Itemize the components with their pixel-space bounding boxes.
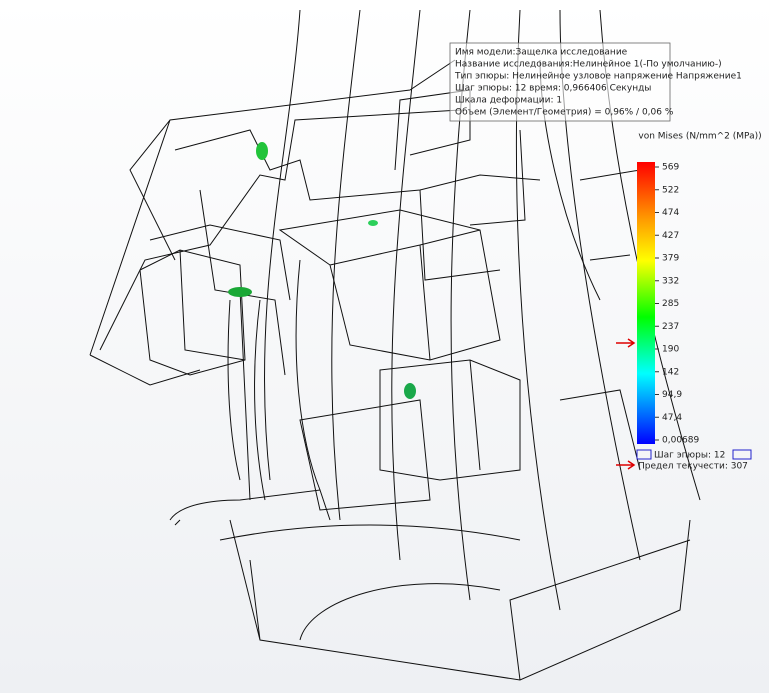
- yield-label: Предел текучести: 307: [638, 462, 748, 472]
- tick-label: 379: [662, 254, 679, 264]
- hotspot: [404, 383, 416, 399]
- tick-label: 427: [662, 231, 679, 241]
- color-legend: von Mises (N/mm^2 (MPa)) 569 522 474 427 379…: [616, 132, 762, 472]
- tick-label: 142: [662, 367, 679, 377]
- tick-label: 285: [662, 299, 679, 309]
- info-line: Шаг эпюры: 12 время: 0,966406 Секунды: [455, 84, 651, 94]
- info-frame: [449, 42, 671, 122]
- prev-step-button[interactable]: [636, 449, 652, 460]
- legend-ticks: 569 522 474 427 379 332 285 237 190 142 94,9 47,4 0,…: [655, 163, 699, 446]
- hotspot: [368, 220, 378, 226]
- hotspot: [228, 287, 252, 297]
- hotspot: [256, 142, 268, 160]
- info-line: Объем (Элемент/Геометрия) = 0,96% / 0,06…: [455, 108, 674, 118]
- info-line: Шкала деформации: 1: [455, 96, 562, 106]
- tick-label: 237: [662, 322, 679, 332]
- step-label: Шаг эпюры: 12: [654, 451, 725, 461]
- tick-label: 332: [662, 276, 679, 286]
- tick-label: 94,9: [662, 390, 682, 400]
- tick-label: 474: [662, 208, 679, 218]
- tick-label: 569: [662, 163, 679, 173]
- info-line: Имя модели:Защелка исследование: [455, 48, 628, 58]
- info-lines: Имя модели:Защелка исследование Название …: [454, 48, 742, 118]
- stress-hotspots: [228, 142, 416, 399]
- tick-label: 0,00689: [662, 436, 699, 446]
- info-box: Имя модели:Защелка исследование Название …: [449, 42, 742, 122]
- color-bar: [637, 162, 655, 444]
- legend-title: von Mises (N/mm^2 (MPa)): [638, 132, 761, 142]
- yield-arrow: [616, 338, 636, 348]
- wireframe-model: [89, 9, 701, 681]
- tick-label: 190: [662, 345, 679, 355]
- next-step-button[interactable]: [732, 449, 752, 460]
- info-line: Название исследования:Нелинейное 1(-По у…: [455, 60, 722, 70]
- tick-label: 522: [662, 185, 679, 195]
- info-line: Тип эпюры: Нелинейное узловое напряжение…: [454, 72, 742, 82]
- yield-marker: [616, 460, 636, 470]
- tick-label: 47,4: [662, 413, 682, 423]
